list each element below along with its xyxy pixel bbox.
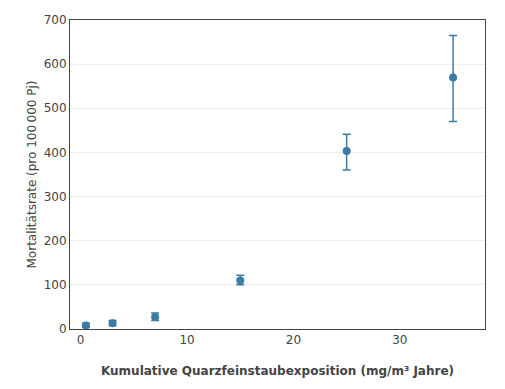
svg-text:Kumulative Quarzfeinstaubexpos: Kumulative Quarzfeinstaubexposition (mg/…	[101, 364, 454, 378]
svg-text:400: 400	[44, 146, 67, 160]
svg-text:Mortalitätsrate (pro 100 000 P: Mortalitätsrate (pro 100 000 Pj)	[25, 81, 39, 269]
svg-text:300: 300	[44, 190, 67, 204]
svg-text:600: 600	[44, 57, 67, 71]
svg-text:100: 100	[44, 278, 67, 292]
svg-text:20: 20	[286, 333, 301, 347]
svg-text:0: 0	[77, 333, 85, 347]
svg-text:10: 10	[179, 333, 194, 347]
svg-text:700: 700	[44, 13, 67, 27]
svg-text:0: 0	[59, 322, 67, 336]
svg-text:500: 500	[44, 101, 67, 115]
svg-text:200: 200	[44, 234, 67, 248]
svg-text:30: 30	[392, 333, 407, 347]
